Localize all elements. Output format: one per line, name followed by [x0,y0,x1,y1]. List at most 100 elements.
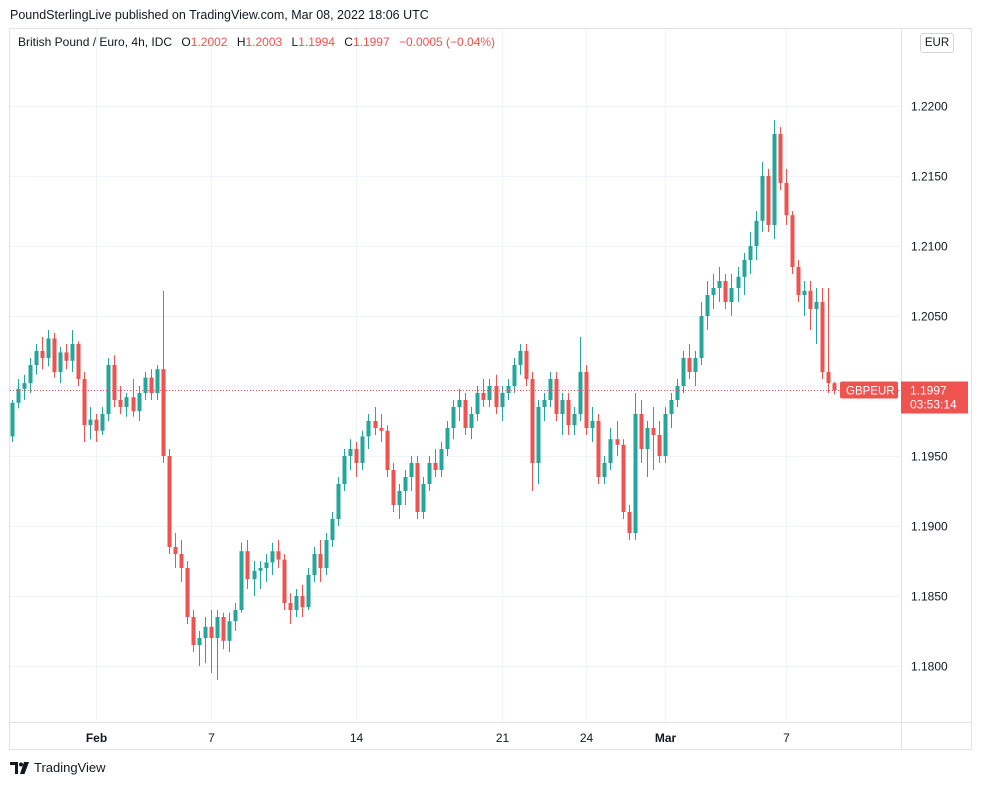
candle [16,379,21,409]
candle-body [40,351,45,358]
candle-body [227,621,232,641]
chart-legend: British Pound / Euro, 4h, IDC O1.2002 H1… [18,35,495,49]
candle-body [16,388,21,403]
candle-body [306,575,311,608]
candle-body [784,183,789,216]
price-tag-price: 1.1997 [910,384,947,398]
candle [360,430,365,470]
candle [252,561,257,596]
candle [615,421,620,456]
candle-body [34,351,39,365]
candle [693,351,698,386]
candle-body [82,379,87,426]
candle-body [282,559,287,603]
candle-body [397,491,402,505]
legend-high-label: H [236,35,246,49]
candle-body [457,400,462,407]
candle [602,456,607,484]
candle-body [608,439,613,463]
candle [318,540,323,582]
candle [566,393,571,435]
candle-body [475,393,480,414]
candle [179,540,184,582]
candle [772,120,777,239]
candle [300,584,305,617]
candle-body [233,610,238,622]
candle-body [197,638,202,645]
tradingview-logo-icon[interactable] [10,761,30,774]
candle [197,631,202,666]
candle-body [729,288,734,302]
candle [675,379,680,407]
candle-body [22,383,27,389]
candle-body [742,260,747,277]
candle [760,162,765,232]
candle-body [832,383,837,391]
x-axis-ticks: Feb 7 14 21 24 Mar 7 [86,731,790,745]
candle-body [203,626,208,638]
candle-body [778,134,783,183]
footer-brand[interactable]: TradingView [34,760,106,775]
candle-body [439,449,444,470]
candle [663,407,668,463]
candle-body [512,365,517,386]
y-tick-label: 1.2200 [911,100,948,114]
candle-body [330,519,335,540]
candle [808,281,813,330]
candle [221,612,226,650]
price-tag-price-bg [901,381,968,414]
candle [88,407,93,440]
currency-button[interactable]: EUR [920,33,954,53]
candle [439,442,444,477]
candle [288,593,293,624]
candle [463,393,468,435]
y-tick-label: 1.1950 [911,450,948,464]
candle-body [802,290,807,295]
candle [826,288,831,393]
candle-body [10,402,15,437]
candle [209,610,214,673]
candle [608,428,613,470]
candle-body [633,414,638,533]
candle [512,358,517,393]
candle [354,442,359,477]
candle [58,346,63,384]
candle [657,421,662,463]
candle-body [572,414,577,426]
candle-body [124,397,129,407]
candle-body [711,288,716,295]
candle [778,127,783,190]
candle-body [336,484,341,519]
candle [391,463,396,512]
candle [52,332,57,378]
candle-body [469,414,474,428]
candle-body [560,400,565,414]
candle-body [826,372,831,384]
candle [621,439,626,519]
candle [131,379,136,417]
candle-body [58,352,63,372]
candle [342,449,347,491]
y-tick-label: 1.1900 [911,520,948,534]
candle-body [487,386,492,400]
candle-body [348,449,353,456]
candle [118,386,123,414]
candle [633,393,638,540]
legend-open: 1.2002 [190,35,228,49]
candle-body [621,444,626,512]
y-tick-label: 1.2100 [911,240,948,254]
candle [548,372,553,407]
candle-body [354,449,359,463]
candle-body [52,338,57,372]
candle [445,421,450,456]
candle-body [258,568,263,571]
candle [185,561,190,624]
candle [403,470,408,505]
candle-body [536,407,541,463]
candle [409,456,414,491]
candle-body [820,302,825,372]
candle-body [566,400,571,426]
candle-body [663,414,668,456]
candle [475,386,480,421]
